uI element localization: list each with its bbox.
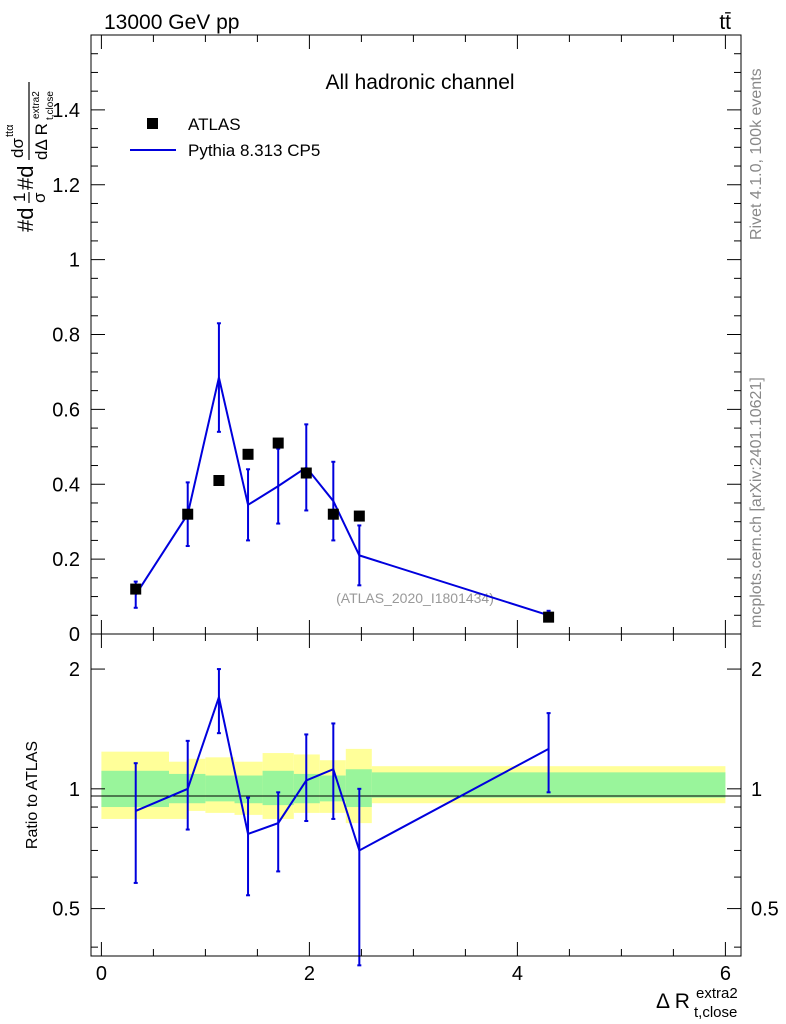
ratio-bands	[101, 748, 726, 824]
analysis-id-label: (ATLAS_2020_I1801434)	[336, 590, 494, 606]
ylabel-main-num-sup: ttα	[4, 124, 16, 137]
main-panel: 0 0.2 0.4 0.6 0.8 1 1.2 1.4 All hadronic channe…	[4, 34, 742, 646]
xtick-label: 6	[720, 963, 731, 985]
xtick-label: 2	[304, 963, 315, 985]
ratio-frame	[90, 633, 742, 957]
atlas-point	[353, 510, 365, 522]
ratio-ytick-label-right: 0.5	[751, 899, 779, 921]
main-ytick-label: 0.2	[52, 549, 80, 571]
ylabel-main-prefix: #d	[13, 208, 38, 232]
atlas-point	[130, 583, 142, 595]
xlabel: Δ R extra2 t,close	[656, 985, 738, 1021]
xlabel-sup: extra2	[696, 985, 738, 1002]
ratio-ytick-label: 1	[69, 779, 80, 801]
xtick-label: 4	[512, 963, 523, 985]
ratio-ytick-label-right: 2	[751, 659, 762, 681]
main-ytick-label: 0.6	[52, 399, 80, 421]
atlas-point	[182, 508, 194, 520]
channel-title: All hadronic channel	[325, 71, 514, 94]
atlas-point	[213, 475, 225, 487]
main-ytick-labels: 0 0.2 0.4 0.6 0.8 1 1.2 1.4	[52, 100, 80, 646]
main-ytick-label: 0.8	[52, 325, 80, 347]
atlas-point	[543, 611, 555, 623]
atlas-point	[272, 437, 284, 449]
main-series	[130, 322, 555, 623]
atlas-point	[242, 448, 254, 460]
main-ytick-label: 0.4	[52, 474, 80, 496]
xlabel-sub: t,close	[694, 1004, 737, 1021]
legend-data-marker	[147, 118, 158, 129]
ylabel-main-den: dΔ R	[32, 123, 51, 160]
main-ytick-label: 0	[69, 624, 80, 646]
ratio-ytick-label-right: 1	[751, 779, 762, 801]
ylabel-main-num: dσ	[8, 138, 27, 158]
process-label: tt̄	[719, 11, 731, 34]
ratio-ticks	[91, 634, 741, 956]
main-ticks	[91, 34, 741, 635]
legend-mc-label: Pythia 8.313 CP5	[188, 141, 320, 160]
source-label: mcplots.cern.ch [arXiv:2401.10621]	[748, 377, 765, 628]
ratio-panel: 0.5 0.5 1 1 2 2 0 2 4 6 Ratio to ATLAS	[24, 633, 779, 985]
ylabel-main-one: 1	[10, 193, 29, 202]
rivet-label: Rivet 4.1.0, 100k events	[748, 68, 765, 240]
energy-label: 13000 GeV pp	[104, 11, 239, 34]
ylabel-main: #d 1 σ #d dσ ttα dΔ R t,close extra2	[4, 82, 56, 232]
mc-line	[134, 377, 549, 617]
main-ytick-label: 1.4	[52, 100, 80, 122]
ylabel-main-d: #d	[13, 166, 38, 190]
ratio-band-inner	[205, 775, 235, 802]
atlas-point	[300, 467, 312, 479]
ratio-ytick-label: 0.5	[52, 899, 80, 921]
main-ytick-label: 1	[69, 250, 80, 272]
ylabel-main-den-sub: t,close	[45, 91, 56, 120]
ratio-tick-labels: 0.5 0.5 1 1 2 2 0 2 4 6	[52, 659, 779, 985]
ratio-band-inner	[169, 773, 188, 804]
legend-data-label: ATLAS	[188, 115, 241, 134]
ratio-series	[133, 668, 551, 967]
ylabel-ratio: Ratio to ATLAS	[24, 741, 41, 849]
ratio-ytick-label: 2	[69, 659, 80, 681]
ylabel-main-sigma: σ	[30, 192, 49, 203]
xtick-label: 0	[96, 963, 107, 985]
main-ytick-label: 1.2	[52, 175, 80, 197]
atlas-point	[327, 508, 339, 520]
legend: ATLAS Pythia 8.313 CP5	[130, 115, 320, 160]
ylabel-main-den-sup: extra2	[31, 91, 42, 119]
xlabel-main: Δ R	[656, 990, 690, 1013]
